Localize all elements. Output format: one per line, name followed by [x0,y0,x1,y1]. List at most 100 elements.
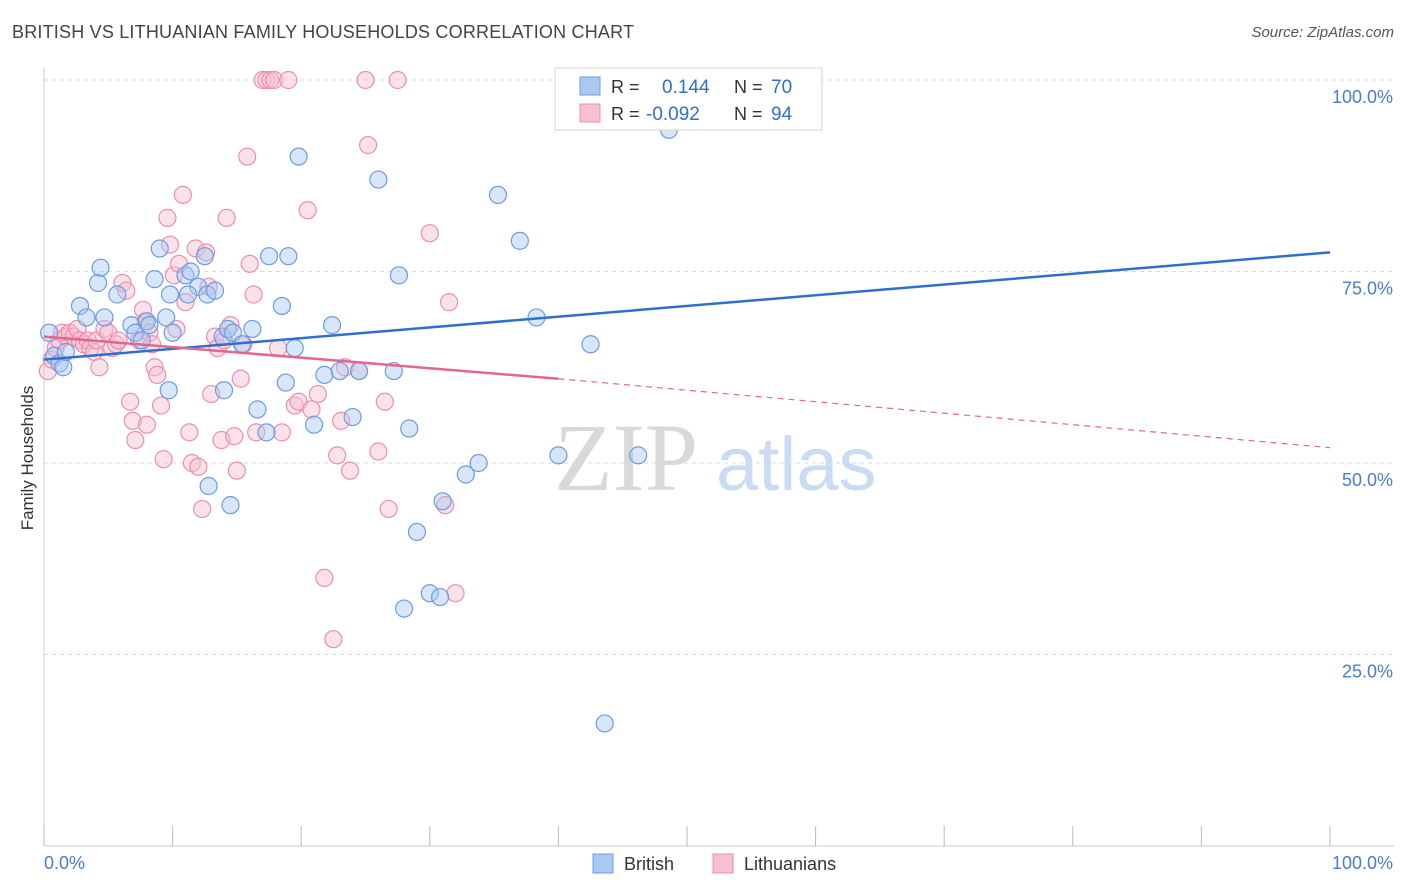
british-point [315,365,334,385]
british-point [488,185,508,204]
british-point [430,587,450,607]
lithuanians-n-value: 94 [771,104,793,125]
lithuanians-point [379,499,398,519]
british-point [159,381,178,400]
lithuanians-point [369,442,388,461]
british-point [132,331,151,350]
british-point [394,599,414,618]
lithuanians-point [340,461,360,480]
lithuanians-point [261,70,280,90]
lithuanians-trend-line [43,335,559,380]
british-point [54,358,73,377]
british-point [214,381,234,400]
lithuanians-point [446,584,465,603]
lithuanians-point [375,392,394,411]
british-swatch [579,76,601,96]
british-point [195,247,214,266]
lithuanians-point [308,384,328,404]
british-point [456,465,475,484]
lithuanians-point [439,293,459,312]
british-point [243,319,262,339]
lithuanians-point [109,331,128,350]
british-point [343,407,362,427]
lithuanians-point [126,430,145,450]
lithuanians-point [123,411,142,430]
british-point [108,285,127,304]
lithuanians-point [121,392,140,411]
lithuanians-point [244,285,263,304]
lithuanians-point [388,70,407,90]
lithuanians-point [160,235,180,254]
lithuanians-point [180,423,199,442]
lithuanians-point [247,423,266,442]
british-point [289,147,308,166]
british-point [259,247,279,266]
lithuanians-point [151,396,171,415]
british-point [581,335,600,354]
lithuanians-point [158,208,177,227]
lithuanians-point [298,201,317,220]
lithuanians-point [117,281,136,300]
british-point [199,476,218,496]
source-label: Source: ZipAtlas.com [1251,24,1394,41]
british-point [77,308,96,327]
bottom-british-label: British [624,854,674,874]
british-point [95,308,114,327]
stats-legend: R = 0.144 N = 70 R = -0.092 N = 94 [554,67,823,131]
bottom-lithuanians-label: Lithuanians [744,854,836,874]
british-points [40,120,679,733]
lithuanians-trend-extension [558,378,1331,449]
lithuanians-n-label: N = [734,104,763,124]
british-point [469,453,488,473]
british-r-value: 0.144 [662,77,710,98]
y-tick-label: 25.0% [1342,662,1393,682]
lithuanians-point [154,450,173,469]
british-point [181,262,200,281]
y-tick-label: 50.0% [1342,470,1393,490]
british-point [145,270,164,289]
y-tick-label: 75.0% [1342,279,1393,299]
british-trend-line [43,251,1331,361]
watermark-zip: ZIP [554,404,698,511]
british-point [257,423,276,442]
trend-layer [43,251,1331,449]
lithuanians-point [331,411,351,430]
lithuanians-point [133,300,153,319]
british-point [157,308,176,327]
lithuanians-point [227,461,246,480]
british-point [330,361,349,381]
british-point [276,373,295,392]
british-point [140,316,159,335]
british-point [349,361,369,381]
british-point [160,285,180,304]
watermark: ZIP atlas [554,404,877,511]
lithuanians-point [173,185,192,204]
british-point [420,584,439,603]
lithuanians-point [137,415,156,434]
lithuanians-point [302,400,321,419]
bottom-lithuanians-swatch [712,853,734,874]
lithuanians-point [272,423,292,442]
british-n-value: 70 [771,77,792,98]
lithuanians-point [279,70,298,90]
lithuanians-point [356,70,375,90]
lithuanians-point [140,323,159,342]
lithuanians-point [238,147,257,166]
british-n-label: N = [734,77,763,97]
british-point [407,522,427,542]
lithuanians-point [217,208,236,227]
lithuanians-point [358,136,378,155]
british-point [304,415,324,434]
lithuanians-point [189,457,208,476]
lithuanians-swatch [579,103,601,123]
lithuanians-point [420,224,439,243]
chart-title: BRITISH VS LITHUANIAN FAMILY HOUSEHOLDS … [12,22,635,42]
grid-layer [44,79,1394,655]
lithuanians-point [315,568,334,588]
axis-layer [43,68,1394,847]
british-point [91,258,110,277]
british-point [595,714,614,733]
british-point [248,400,267,419]
tick-labels: 25.0% 50.0% 75.0% 100.0% 0.0% 100.0% [44,87,1393,873]
